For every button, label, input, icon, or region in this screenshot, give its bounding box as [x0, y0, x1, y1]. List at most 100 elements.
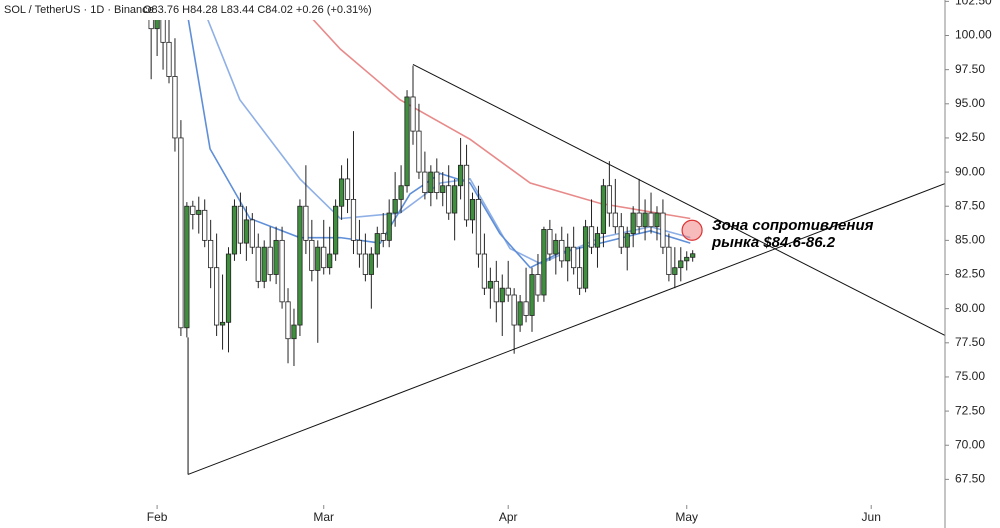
candle-body [350, 198, 357, 241]
candle-body [255, 246, 261, 282]
candle-body [535, 274, 541, 296]
candle-body [434, 171, 440, 193]
candle-body [333, 205, 339, 255]
y-tick-label: 75.00 [955, 369, 985, 383]
candle-body [672, 267, 678, 275]
y-tick-label: 95.00 [955, 96, 985, 110]
candle-body [422, 171, 428, 193]
candle-body [285, 301, 291, 340]
candle-body [219, 321, 226, 326]
candle-body [172, 76, 178, 139]
y-tick-label: 72.50 [955, 403, 985, 417]
candle-body [249, 219, 255, 248]
candle-body [547, 229, 553, 255]
candle-body [214, 267, 220, 326]
candle-body [321, 246, 327, 269]
candle-body [505, 287, 511, 296]
candle-body [594, 233, 601, 248]
y-tick-label: 77.50 [955, 335, 985, 349]
trendline [187, 183, 945, 475]
candle-body [600, 185, 607, 234]
candle-body [606, 185, 612, 214]
y-tick-label: 67.50 [955, 472, 985, 486]
candle-body [684, 256, 690, 262]
y-tick-label: 97.50 [955, 62, 985, 76]
candle-body [553, 239, 559, 255]
y-tick-label: 85.00 [955, 233, 985, 247]
candle-body [529, 274, 535, 316]
candle-body [493, 280, 499, 303]
x-tick-label: Jun [862, 510, 881, 524]
candle-body [577, 267, 583, 289]
candle-body [582, 226, 589, 289]
candle-body [541, 229, 547, 296]
candle-body [654, 212, 660, 228]
candle-body [624, 233, 630, 248]
x-tick-label: May [675, 510, 698, 524]
candle-body [410, 96, 416, 132]
candle-body [457, 164, 464, 187]
candle-body [446, 185, 452, 214]
candle-body [291, 324, 297, 340]
candle-body [273, 239, 279, 275]
candle-body [571, 246, 577, 269]
x-tick-label: Apr [499, 510, 518, 524]
x-tick-label: Feb [147, 510, 168, 524]
moving-average [199, 0, 691, 265]
candle-body [356, 239, 363, 255]
annotation-line: Зона сопротивления [712, 217, 874, 234]
candle-body [208, 239, 214, 269]
candle-body [225, 253, 232, 323]
candle-body [303, 205, 309, 241]
candle-body [630, 212, 636, 234]
candle-body [178, 137, 184, 329]
candle-body [362, 253, 368, 275]
candle-body [666, 246, 672, 275]
ohlc-legend: O83.76 H84.28 L83.44 C84.02 +0.26 (+0.31… [143, 4, 372, 16]
candle-body [315, 246, 321, 271]
moving-average [293, 0, 691, 220]
candle-body [648, 212, 654, 228]
header-bg [0, 0, 372, 20]
candle-body [523, 301, 529, 316]
candle-body [678, 260, 684, 269]
candle-body [481, 253, 488, 289]
candle-body [499, 287, 505, 303]
candle-body [279, 239, 285, 303]
chart-title: SOL / TetherUS · 1D · Binance [4, 4, 154, 16]
candle-body [297, 205, 303, 326]
candle-body [392, 198, 398, 214]
plot-area [148, 0, 945, 475]
candle-body [344, 178, 351, 200]
candle-body [452, 185, 458, 214]
candle-body [416, 130, 422, 173]
candle-body [338, 178, 345, 207]
candle-body [428, 171, 434, 193]
trendline [412, 64, 945, 336]
candle-body [517, 301, 523, 326]
y-tick-label: 82.50 [955, 267, 985, 281]
candle-body [202, 209, 208, 241]
candle-body [475, 198, 482, 255]
candle-body [660, 212, 666, 248]
candle-body [469, 198, 476, 221]
x-tick-label: Mar [313, 510, 334, 524]
candle-body [487, 280, 493, 289]
candle-body [184, 205, 190, 329]
y-tick-label: 90.00 [955, 164, 985, 178]
candle-body [398, 185, 404, 200]
candle-body [618, 226, 624, 248]
candle-body [636, 212, 642, 228]
candle-body [690, 253, 696, 258]
candle-body [190, 205, 196, 215]
resistance-marker [681, 219, 703, 241]
candle-body [559, 239, 565, 262]
candle-body [368, 253, 374, 275]
candle-body [612, 212, 618, 228]
candle-body [166, 41, 172, 77]
annotation-line: рынка $84.6-86.2 [711, 234, 836, 251]
candle-body [374, 233, 380, 255]
candle-body [243, 219, 249, 244]
candle-body [237, 205, 244, 244]
y-tick-label: 70.00 [955, 437, 985, 451]
